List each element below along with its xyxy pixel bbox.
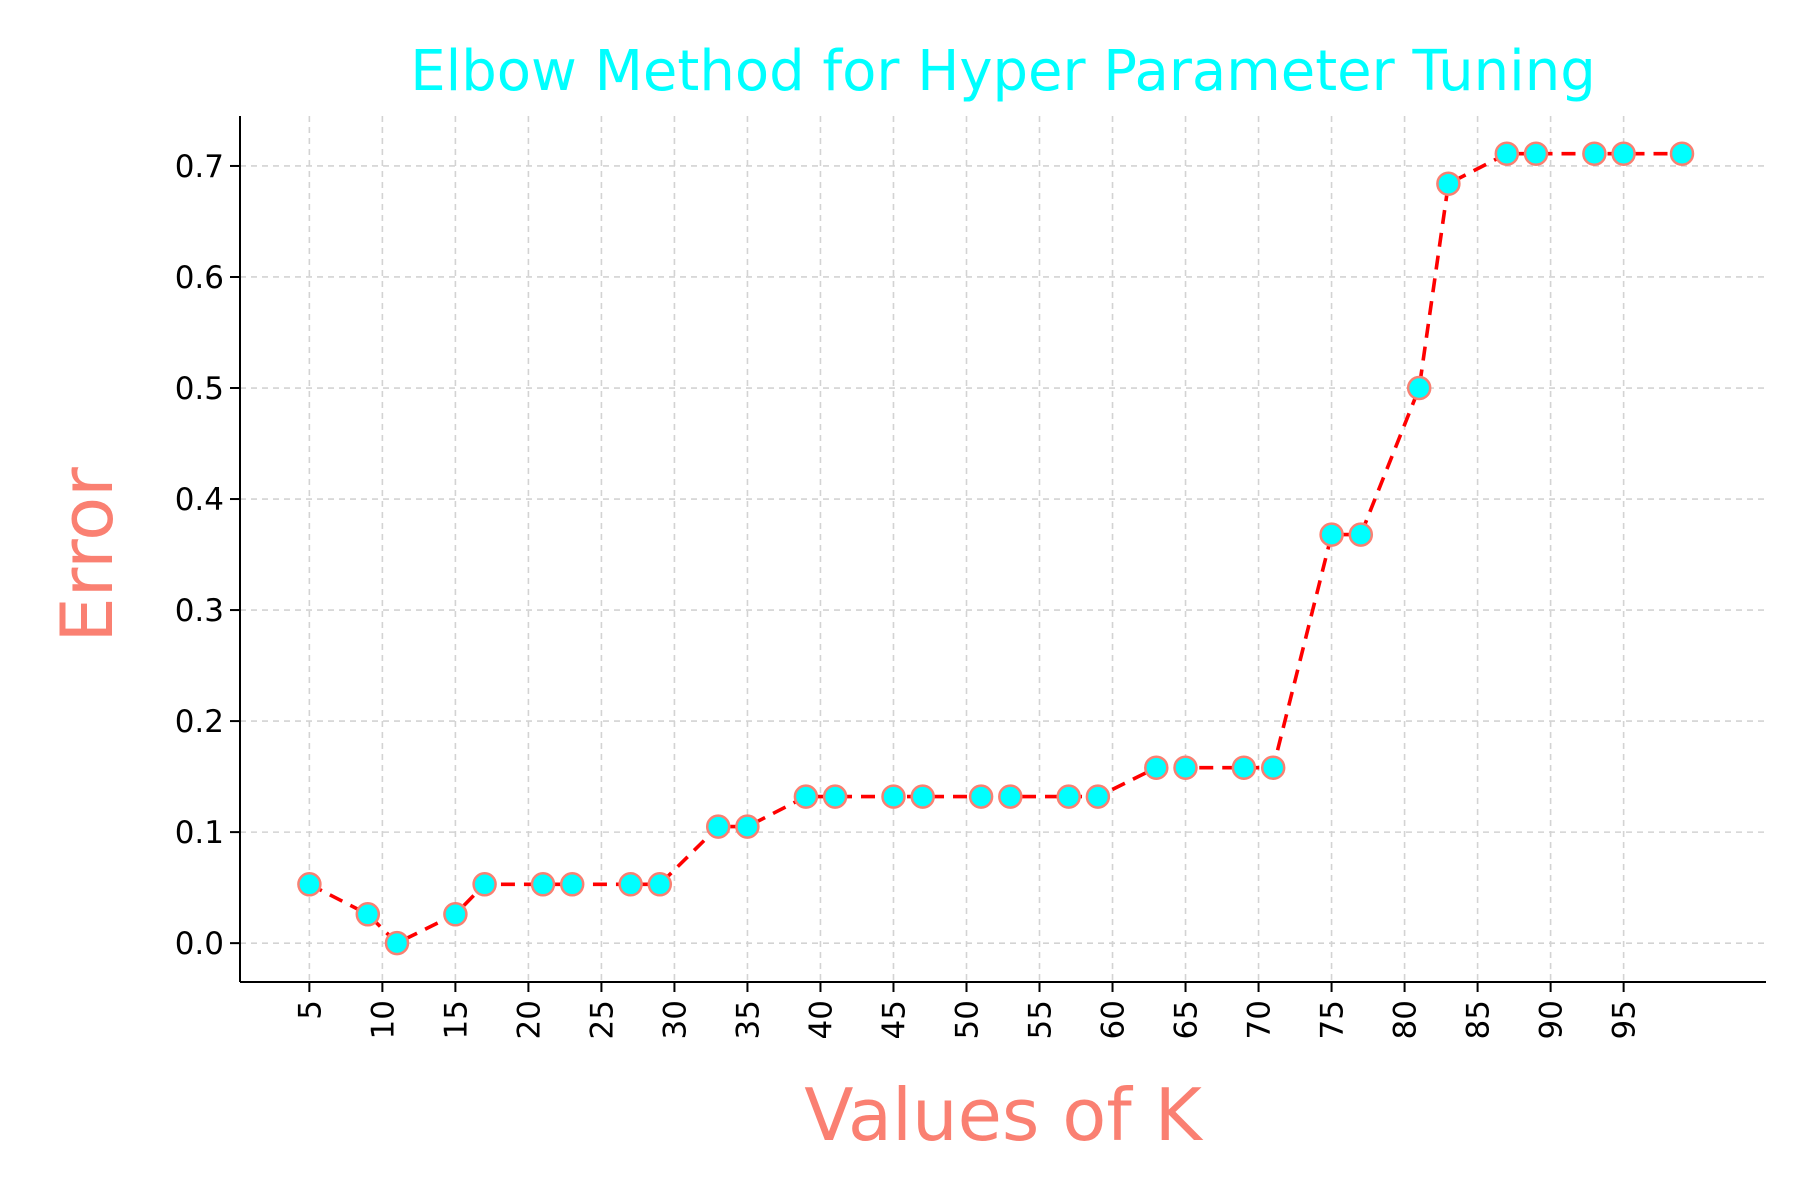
- x-tick-label: 10: [365, 1000, 401, 1039]
- data-point: [1348, 522, 1374, 547]
- data-point: [1523, 141, 1549, 166]
- data-point: [998, 784, 1023, 809]
- grid: [240, 116, 1766, 982]
- data-point: [443, 902, 468, 927]
- x-tick-label: 75: [1315, 1000, 1351, 1039]
- data-point: [735, 814, 760, 839]
- data-point: [1173, 755, 1198, 780]
- data-point: [647, 872, 673, 897]
- data-point: [1260, 755, 1286, 780]
- data-point: [472, 872, 497, 897]
- y-tick-label: 0.1: [175, 815, 224, 851]
- data-point: [1611, 141, 1636, 166]
- x-tick-label: 35: [730, 1000, 766, 1039]
- data-point: [910, 784, 935, 809]
- data-point: [1436, 171, 1461, 196]
- x-tick-label: 80: [1388, 1000, 1424, 1039]
- axes: [239, 116, 1766, 983]
- y-tick-label: 0.2: [175, 704, 224, 740]
- data-point: [1669, 141, 1695, 166]
- data-point: [1494, 141, 1520, 166]
- data-point: [1056, 784, 1081, 809]
- x-tick-label: 25: [584, 1000, 620, 1039]
- x-tick-label: 70: [1242, 1000, 1278, 1039]
- x-tick-label: 45: [876, 1000, 912, 1039]
- x-tick-label: 30: [657, 1000, 693, 1039]
- data-point: [1231, 755, 1257, 780]
- data-point: [384, 930, 410, 956]
- x-tick-label: 5: [292, 1000, 328, 1020]
- x-tick-label: 65: [1169, 1000, 1205, 1039]
- data-point: [1406, 375, 1432, 401]
- x-tick-label: 50: [949, 1000, 985, 1039]
- y-tick-label: 0.4: [175, 482, 224, 518]
- data-point: [1085, 784, 1111, 809]
- x-tick-label: 20: [511, 1000, 547, 1039]
- x-axis-label: Values of K: [804, 1073, 1203, 1157]
- data-points: [297, 141, 1695, 956]
- data-point: [968, 784, 994, 809]
- data-point: [559, 872, 585, 897]
- x-tick-label: 55: [1023, 1000, 1059, 1039]
- data-point: [530, 872, 556, 897]
- y-tick-label: 0.7: [175, 149, 224, 185]
- data-point: [822, 784, 848, 809]
- x-tick-label: 95: [1607, 1000, 1643, 1039]
- y-tick-label: 0.5: [175, 371, 224, 407]
- data-point: [1144, 755, 1169, 780]
- data-point: [1582, 141, 1607, 166]
- y-axis-label: Error: [45, 467, 129, 643]
- y-tick-label: 0.6: [175, 260, 224, 296]
- chart-title: Elbow Method for Hyper Parameter Tuning: [410, 39, 1596, 104]
- y-tick-label: 0.3: [175, 593, 224, 629]
- x-tick-label: 90: [1534, 1000, 1570, 1039]
- x-tick-label: 60: [1096, 1000, 1132, 1039]
- series-line: [308, 151, 1682, 946]
- x-tick-label: 85: [1461, 1000, 1497, 1039]
- data-point: [881, 784, 906, 809]
- data-point: [355, 902, 381, 927]
- data-point: [618, 872, 643, 897]
- data-point: [705, 814, 731, 839]
- y-tick-label: 0.0: [175, 926, 224, 962]
- data-point: [1319, 522, 1344, 547]
- y-ticks: 0.0 0.1 0.2 0.3 0.4 0.5 0.6 0.7: [175, 149, 240, 962]
- x-tick-label: 40: [803, 1000, 839, 1039]
- x-ticks: 5 10 15 20 25 30 35 40 45 50 55 60 65 70 75 80 85 90 95: [292, 982, 1643, 1039]
- series-error: [308, 151, 1682, 946]
- data-point: [297, 872, 322, 897]
- x-tick-label: 15: [438, 1000, 474, 1039]
- data-point: [793, 784, 819, 809]
